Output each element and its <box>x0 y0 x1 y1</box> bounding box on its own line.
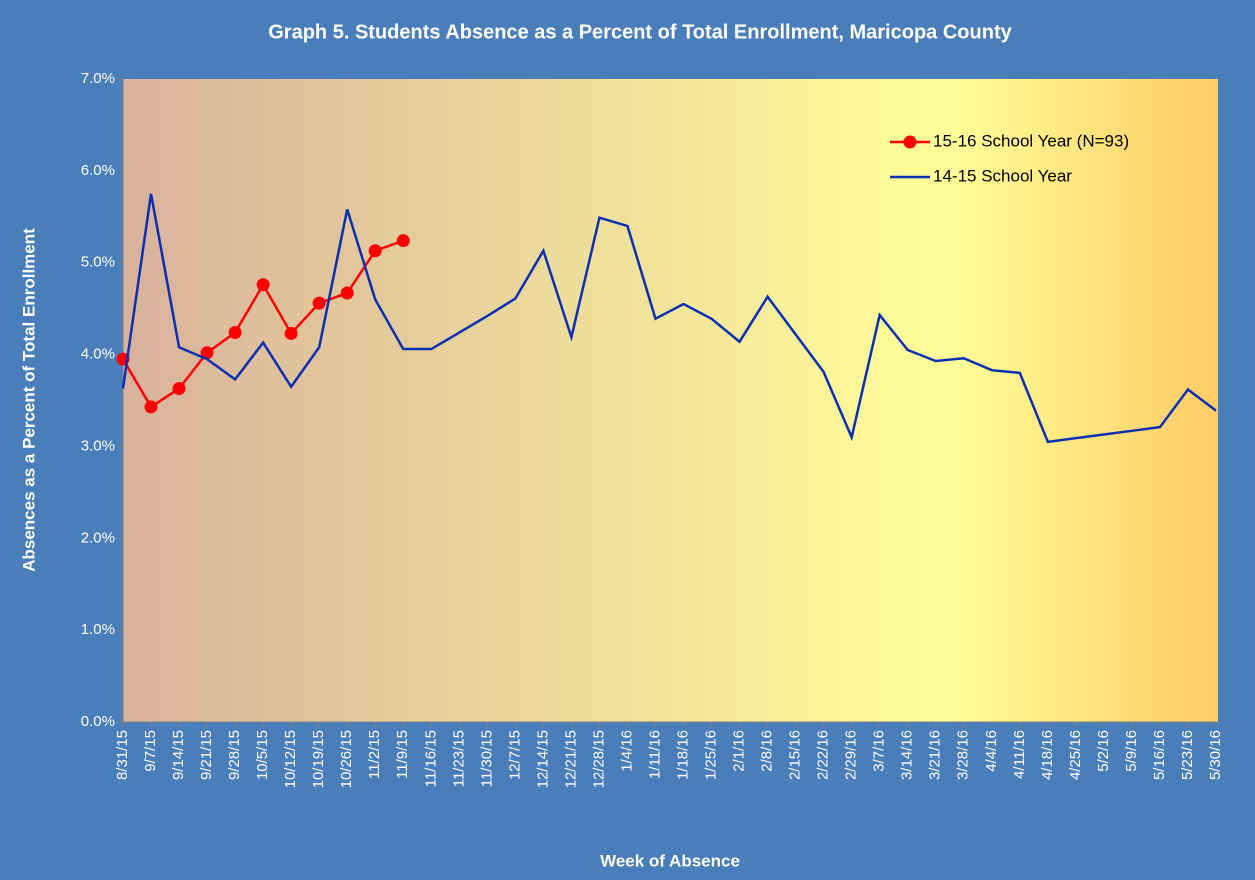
x-tick-label: 5/2/16 <box>1095 730 1112 772</box>
x-tick-label: 5/30/16 <box>1207 730 1224 780</box>
x-tick-label: 1/18/16 <box>674 730 691 780</box>
x-tick-label: 12/28/15 <box>590 730 607 788</box>
x-tick-label: 12/7/15 <box>506 730 523 780</box>
x-tick-label: 9/14/15 <box>170 730 187 780</box>
x-tick-label: 5/16/16 <box>1151 730 1168 780</box>
series-line <box>121 193 1217 444</box>
x-tick-label: 5/23/16 <box>1179 730 1196 780</box>
y-tick-label: 4.0% <box>81 346 115 363</box>
x-tick-label: 4/25/16 <box>1067 730 1084 780</box>
x-tick-label: 11/2/15 <box>366 730 383 779</box>
x-tick-label: 11/30/15 <box>478 730 495 787</box>
x-tick-label: 4/4/16 <box>983 730 1000 772</box>
x-tick-label: 8/31/15 <box>114 730 131 780</box>
x-tick-label: 10/26/15 <box>338 730 355 788</box>
point <box>340 286 354 300</box>
x-tick-label: 3/28/16 <box>955 730 972 780</box>
x-tick-label: 3/21/16 <box>927 730 944 780</box>
x-tick-label: 3/7/16 <box>871 730 888 772</box>
plot-area <box>123 79 1218 722</box>
x-tick-label: 2/15/16 <box>787 730 804 780</box>
y-axis-title: Absences as a Percent of Total Enrollmen… <box>19 228 38 572</box>
x-tick-label: 4/11/16 <box>1011 730 1028 779</box>
x-tick-label: 9/7/15 <box>142 730 159 772</box>
x-tick-label: 11/9/15 <box>394 730 411 779</box>
x-tick-label: 10/19/15 <box>310 730 327 788</box>
y-tick-label: 6.0% <box>81 162 115 179</box>
x-tick-label: 2/22/16 <box>815 730 832 780</box>
point <box>172 382 186 396</box>
x-tick-label: 10/5/15 <box>254 730 271 780</box>
x-tick-label: 2/29/16 <box>843 730 860 780</box>
x-tick-label: 4/18/16 <box>1039 730 1056 780</box>
legend-marker <box>903 135 917 149</box>
point <box>284 326 298 340</box>
legend-label: 14-15 School Year <box>933 166 1072 185</box>
x-tick-label: 1/11/16 <box>646 730 663 779</box>
x-tick-label: 9/21/15 <box>198 730 215 780</box>
y-tick-label: 3.0% <box>81 437 115 454</box>
x-tick-label: 5/9/16 <box>1123 730 1140 772</box>
point <box>396 234 410 248</box>
x-axis-title: Week of Absence <box>600 851 740 870</box>
x-tick-label: 9/28/15 <box>226 730 243 780</box>
point <box>228 326 242 340</box>
x-tick-label: 2/1/16 <box>731 730 748 772</box>
chart-title: Graph 5. Students Absence as a Percent o… <box>268 21 1012 43</box>
point <box>200 346 214 360</box>
x-tick-label: 11/23/15 <box>450 730 467 787</box>
x-tick-label: 11/16/15 <box>422 730 439 787</box>
point <box>256 278 270 292</box>
x-tick-label: 2/8/16 <box>759 730 776 772</box>
x-tick-label: 10/12/15 <box>282 730 299 788</box>
x-tick-label: 12/21/15 <box>562 730 579 788</box>
y-tick-label: 1.0% <box>81 621 115 638</box>
legend-label: 15-16 School Year (N=93) <box>933 131 1129 150</box>
y-tick-label: 7.0% <box>81 70 115 87</box>
y-tick-label: 0.0% <box>81 713 115 730</box>
x-tick-label: 1/4/16 <box>618 730 635 772</box>
y-tick-label: 5.0% <box>81 254 115 271</box>
x-tick-label: 12/14/15 <box>534 730 551 788</box>
y-tick-label: 2.0% <box>81 529 115 546</box>
point <box>144 400 158 414</box>
point <box>312 296 326 310</box>
x-tick-label: 3/14/16 <box>899 730 916 780</box>
point <box>368 244 382 258</box>
x-tick-label: 1/25/16 <box>703 730 720 780</box>
